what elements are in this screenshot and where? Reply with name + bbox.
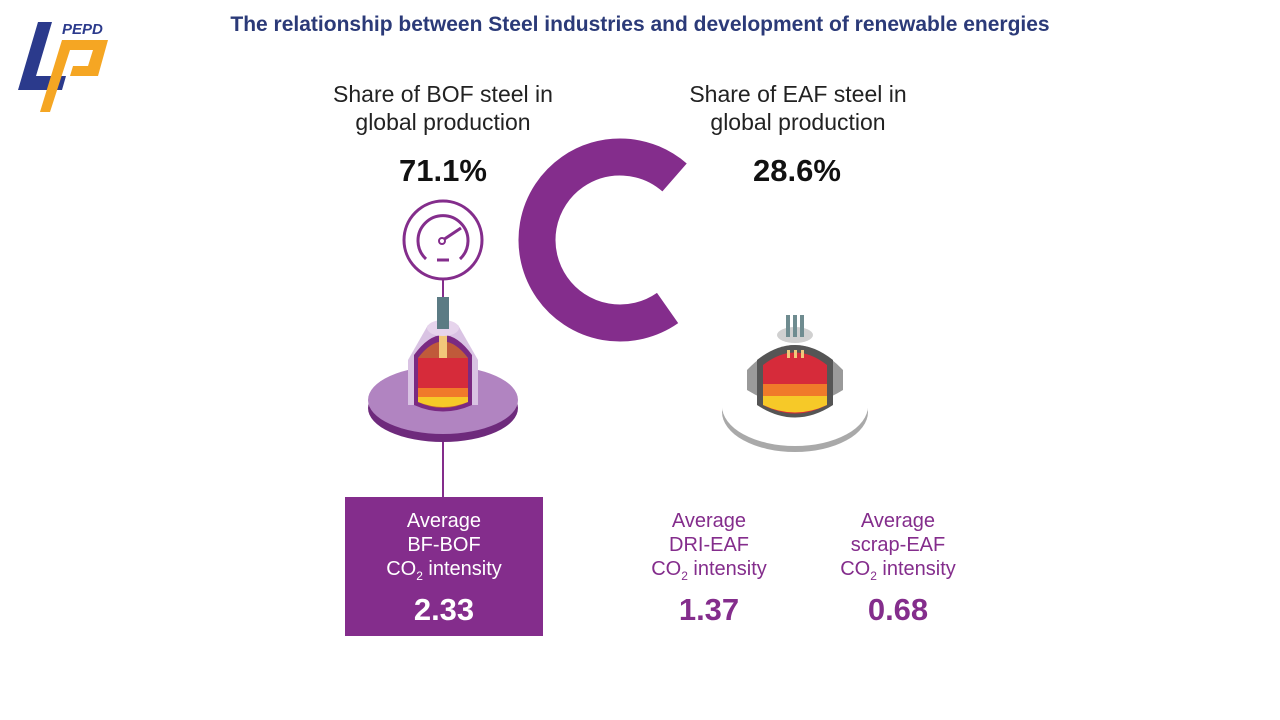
bof-share-line1: Share of BOF steel in [333, 81, 553, 107]
co-subscript: 2 [416, 569, 423, 583]
co-text: CO [840, 558, 871, 580]
eaf-share-line2: global production [710, 109, 886, 135]
bof-share-label: Share of BOF steel in global production [300, 80, 586, 136]
intensity-text: intensity [422, 558, 502, 580]
dri-eaf-intensity: Average DRI-EAF CO2 intensity 1.37 [624, 509, 794, 628]
svg-text:PEPD: PEPD [62, 21, 103, 38]
bf-bof-intensity-card: Average BF-BOF CO2 intensity 2.33 [345, 497, 543, 636]
eaf-share-percent: 28.6% [753, 153, 841, 188]
scrap-eaf-line1: Average [860, 510, 936, 532]
dri-eaf-value: 1.37 [678, 592, 740, 627]
co-subscript: 2 [870, 569, 877, 583]
bof-share-line2: global production [355, 109, 531, 135]
eaf-share-label: Share of EAF steel in global production [655, 80, 941, 136]
bof-share-percent: 71.1% [399, 153, 487, 188]
intensity-text: intensity [687, 558, 767, 580]
bf-bof-value: 2.33 [413, 592, 475, 627]
co-text: CO [386, 558, 417, 580]
eaf-furnace-illustration [722, 315, 868, 452]
bf-bof-line3: CO2 intensity [345, 557, 543, 588]
co-text: CO [651, 558, 682, 580]
scrap-eaf-line3: CO2 intensity [813, 557, 983, 588]
dri-eaf-line1: Average [671, 510, 747, 532]
scrap-eaf-intensity: Average scrap-EAF CO2 intensity 0.68 [813, 509, 983, 628]
dri-eaf-line3: CO2 intensity [624, 557, 794, 588]
dri-eaf-line2: DRI-EAF [669, 534, 749, 556]
eaf-share-line1: Share of EAF steel in [689, 81, 907, 107]
scrap-eaf-line2: scrap-EAF [850, 534, 946, 556]
co-subscript: 2 [681, 569, 688, 583]
bf-bof-line1: Average [406, 510, 482, 532]
bof-share-arc [518, 138, 722, 342]
gauge-icon [402, 199, 484, 281]
bf-bof-line2: BF-BOF [407, 534, 481, 556]
page-title: The relationship between Steel industrie… [230, 13, 1050, 36]
scrap-eaf-value: 0.68 [867, 592, 929, 627]
intensity-text: intensity [876, 558, 956, 580]
bof-furnace-illustration [368, 199, 518, 500]
pepd-logo: PEPD [10, 10, 120, 120]
